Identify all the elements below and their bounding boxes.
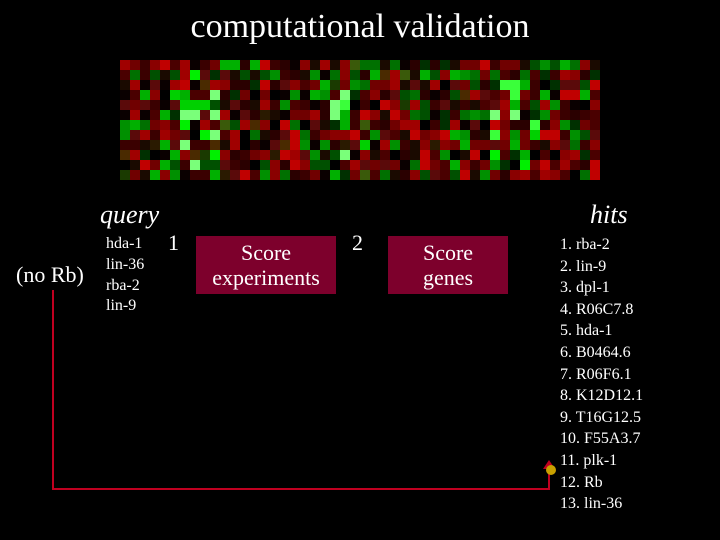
hits-list-item: 7. R06F6.1 [560, 364, 643, 386]
query-label: query [100, 200, 159, 230]
hits-list-item: 8. K12D12.1 [560, 385, 643, 407]
hits-list-item: 10. F55A3.7 [560, 428, 643, 450]
hits-list-item: 12. Rb [560, 472, 643, 494]
hits-list-item: 13. lin-36 [560, 493, 643, 515]
query-gene-list: hda-1lin-36rba-2lin-9 [106, 234, 144, 317]
hits-list-item: 1. rba-2 [560, 234, 643, 256]
rb-highlight-dot [546, 465, 556, 475]
score-genes-box: Scoregenes [388, 236, 508, 294]
step-number-2: 2 [352, 230, 363, 256]
no-rb-label: (no Rb) [16, 262, 84, 288]
query-gene-item: lin-36 [106, 255, 144, 276]
hits-label: hits [590, 200, 628, 230]
page-title: computational validation [0, 8, 720, 46]
score-experiments-box: Scoreexperiments [196, 236, 336, 294]
feedback-arrow-h [52, 488, 550, 490]
hits-list-item: 9. T16G12.5 [560, 407, 643, 429]
hits-list-item: 4. R06C7.8 [560, 299, 643, 321]
query-gene-item: hda-1 [106, 234, 144, 255]
heatmap [120, 60, 600, 180]
hits-list-item: 2. lin-9 [560, 256, 643, 278]
hits-list-item: 5. hda-1 [560, 320, 643, 342]
step-number-1: 1 [168, 230, 179, 256]
hits-list-item: 3. dpl-1 [560, 277, 643, 299]
hits-list-item: 6. B0464.6 [560, 342, 643, 364]
hits-list-item: 11. plk-1 [560, 450, 643, 472]
feedback-arrow-v1 [52, 290, 54, 490]
hits-list: 1. rba-22. lin-93. dpl-14. R06C7.85. hda… [560, 234, 643, 515]
query-gene-item: lin-9 [106, 296, 144, 317]
query-gene-item: rba-2 [106, 276, 144, 297]
